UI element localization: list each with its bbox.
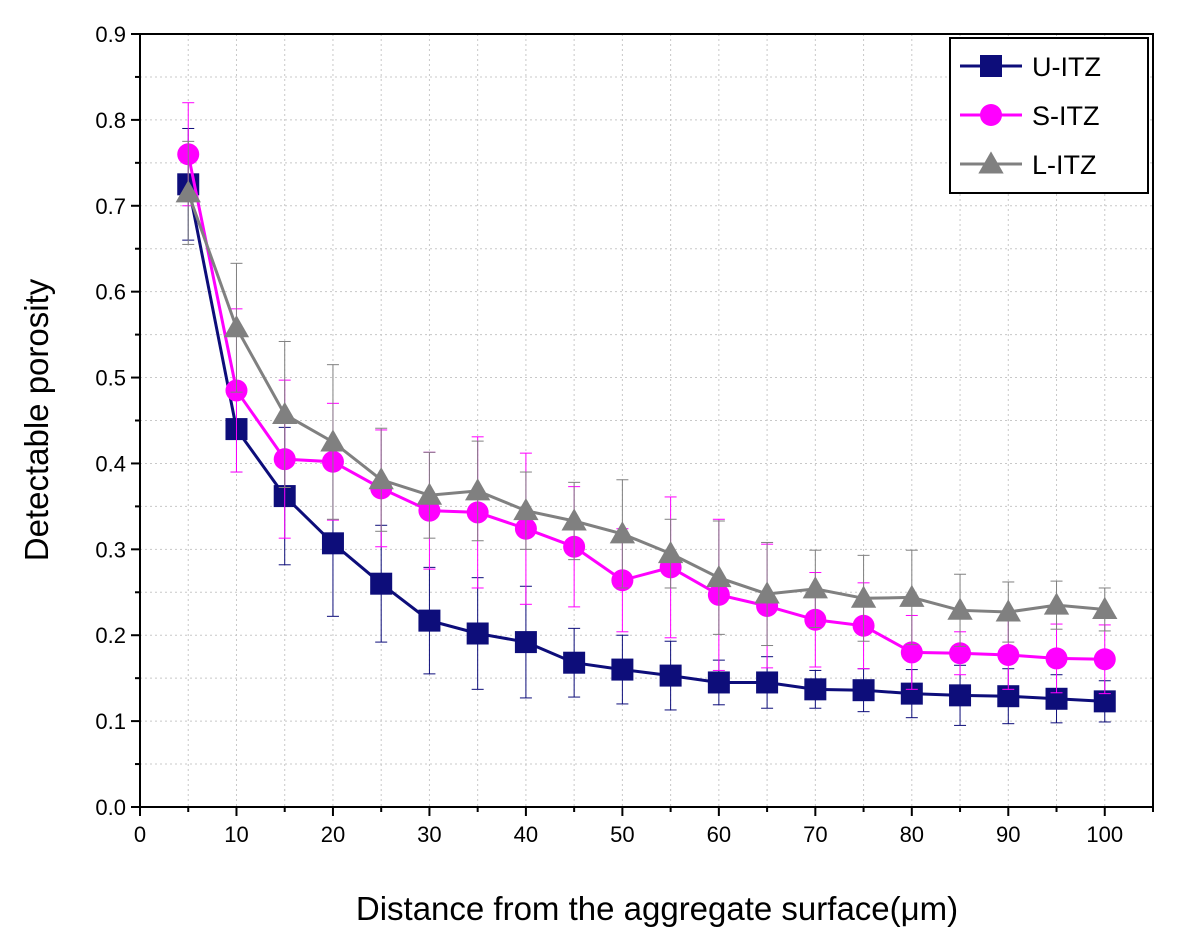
- data-point: [995, 599, 1021, 622]
- data-point: [997, 685, 1020, 708]
- y-tick-label: 0.4: [95, 451, 126, 476]
- data-point: [370, 572, 393, 595]
- legend-label: L-ITZ: [1032, 150, 1097, 180]
- data-point: [659, 664, 682, 687]
- y-tick-label: 0.7: [95, 194, 126, 219]
- data-point: [657, 540, 684, 564]
- x-tick-label: 40: [514, 822, 538, 847]
- legend-item-l-itz: L-ITZ: [960, 150, 1097, 180]
- axes-layer: 0 10 20 30 40 50 60 70 80 90 100 0.0 0.1 0.2 0.3 0.4 0.5…: [95, 22, 1154, 847]
- data-point: [850, 585, 877, 608]
- data-point: [223, 315, 250, 338]
- x-tick-label: 30: [417, 822, 441, 847]
- data-point: [1045, 687, 1068, 710]
- data-point: [418, 609, 441, 632]
- data-point: [563, 651, 586, 674]
- x-tick-label: 90: [996, 822, 1020, 847]
- x-tick-label: 50: [610, 822, 634, 847]
- y-tick-label: 0.9: [95, 22, 126, 47]
- data-point: [997, 643, 1020, 666]
- y-tick-label: 0.1: [95, 709, 126, 734]
- data-point: [947, 597, 973, 620]
- x-tick-label: 60: [707, 822, 731, 847]
- legend: U-ITZ S-ITZ L-ITZ: [949, 37, 1149, 194]
- data-point: [609, 521, 636, 544]
- data-point: [514, 631, 537, 654]
- data-point: [1045, 647, 1068, 670]
- legend-label: S-ITZ: [1032, 101, 1100, 131]
- legend-label: U-ITZ: [1032, 52, 1101, 82]
- legend-marker: [980, 55, 1002, 77]
- data-point: [804, 678, 827, 701]
- series-l-itz: [175, 140, 1118, 647]
- data-point: [321, 532, 344, 555]
- legend-marker: [980, 104, 1002, 126]
- series-s-itz: [177, 102, 1116, 695]
- y-tick-label: 0.3: [95, 537, 126, 562]
- y-tick-label: 0.8: [95, 108, 126, 133]
- legend-marker: [978, 151, 1004, 174]
- data-point: [1043, 592, 1070, 615]
- data-point: [272, 401, 298, 424]
- data-point: [561, 508, 587, 531]
- data-point: [900, 641, 923, 664]
- data-point: [611, 658, 634, 681]
- data-point: [949, 642, 972, 665]
- series-line: [186, 153, 1105, 661]
- x-tick-label: 0: [134, 822, 146, 847]
- series-u-itz: [177, 127, 1116, 726]
- x-tick-label: 100: [1086, 822, 1123, 847]
- data-point: [1092, 596, 1118, 619]
- data-point: [513, 498, 539, 521]
- x-tick-label: 20: [321, 822, 345, 847]
- data-point: [466, 622, 489, 645]
- data-point: [706, 565, 732, 588]
- data-point: [707, 671, 730, 694]
- x-tick-label: 10: [224, 822, 248, 847]
- data-point: [802, 576, 828, 599]
- data-point: [949, 684, 972, 707]
- data-point: [852, 679, 875, 702]
- series-layer: [175, 102, 1118, 726]
- legend-item-u-itz: U-ITZ: [960, 52, 1101, 82]
- y-axis-title: Detectable porosity: [18, 278, 55, 561]
- x-tick-label: 70: [803, 822, 827, 847]
- x-tick-label: 80: [900, 822, 924, 847]
- x-axis-title: Distance from the aggregate surface(μm): [356, 890, 958, 927]
- y-tick-label: 0.2: [95, 623, 126, 648]
- data-point: [1093, 648, 1116, 671]
- data-point: [465, 478, 491, 501]
- data-point: [900, 682, 923, 705]
- y-tick-label: 0.6: [95, 280, 126, 305]
- data-point: [416, 482, 443, 505]
- data-point: [368, 467, 394, 490]
- data-point: [899, 584, 925, 607]
- data-point: [754, 581, 780, 604]
- data-point: [1093, 690, 1116, 713]
- data-point: [756, 671, 779, 694]
- data-point: [320, 429, 346, 452]
- data-point: [175, 180, 201, 203]
- y-tick-label: 0.0: [95, 795, 126, 820]
- legend-item-s-itz: S-ITZ: [960, 101, 1100, 131]
- y-tick-label: 0.5: [95, 366, 126, 391]
